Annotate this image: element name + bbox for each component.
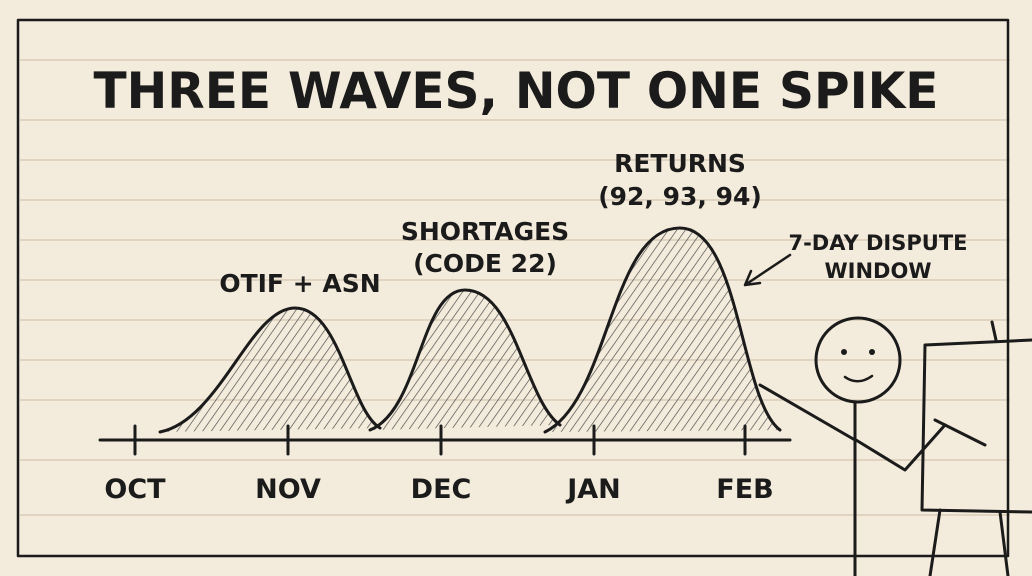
waves bbox=[158, 226, 782, 434]
month-label: DEC bbox=[411, 474, 472, 505]
month-label: JAN bbox=[565, 474, 621, 505]
timeline bbox=[98, 424, 792, 456]
wave-label: (CODE 22) bbox=[413, 249, 557, 278]
title: THREE WAVES, NOT ONE SPIKE bbox=[94, 62, 939, 120]
wave-label: SHORTAGES bbox=[401, 217, 569, 246]
ruled-lines bbox=[20, 59, 1010, 516]
month-label: NOV bbox=[255, 474, 321, 505]
easel bbox=[920, 320, 1032, 576]
month-label: OCT bbox=[104, 474, 166, 505]
month-label: FEB bbox=[716, 474, 773, 505]
arrow bbox=[743, 253, 792, 287]
annotation: 7-DAY DISPUTE bbox=[788, 231, 967, 255]
stick-figure bbox=[758, 316, 987, 576]
annotation: WINDOW bbox=[825, 259, 932, 283]
wave-label: RETURNS bbox=[614, 149, 746, 178]
wave-label: OTIF + ASN bbox=[219, 269, 380, 298]
wave-label: (92, 93, 94) bbox=[598, 182, 762, 211]
frame bbox=[16, 18, 1010, 558]
